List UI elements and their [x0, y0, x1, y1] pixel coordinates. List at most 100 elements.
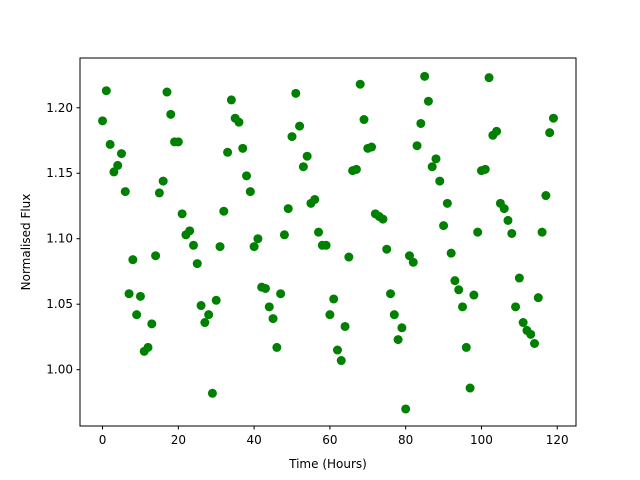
- data-point: [541, 191, 551, 201]
- data-point: [321, 240, 331, 250]
- data-point: [188, 240, 198, 250]
- data-point: [537, 227, 547, 237]
- data-point: [166, 109, 176, 119]
- data-point: [215, 242, 225, 252]
- data-point: [408, 257, 418, 267]
- data-point: [132, 310, 142, 320]
- data-point: [207, 388, 217, 398]
- data-point: [401, 404, 411, 414]
- data-point: [128, 255, 138, 265]
- data-point: [420, 71, 430, 81]
- data-point: [511, 302, 521, 312]
- data-point: [473, 227, 483, 237]
- data-point: [223, 147, 233, 157]
- data-point: [465, 383, 475, 393]
- data-point: [234, 117, 244, 127]
- data-point: [310, 194, 320, 204]
- data-point: [253, 234, 263, 244]
- data-point: [120, 187, 130, 197]
- data-point: [272, 342, 282, 352]
- data-point: [454, 285, 464, 295]
- data-point: [427, 162, 437, 172]
- data-point: [530, 338, 540, 348]
- data-point: [291, 88, 301, 98]
- data-point: [492, 126, 502, 136]
- y-tick-label: 1.05: [46, 297, 73, 311]
- data-point: [124, 289, 134, 299]
- x-tick-label: 100: [470, 433, 493, 447]
- y-axis-label: Normalised Flux: [19, 194, 33, 291]
- data-point: [242, 171, 252, 181]
- data-point: [435, 176, 445, 186]
- data-point: [264, 302, 274, 312]
- data-point: [192, 259, 202, 269]
- x-axis-label: Time (Hours): [288, 457, 367, 471]
- data-point: [276, 289, 286, 299]
- y-tick-label: 1.15: [46, 166, 73, 180]
- x-tick-label: 60: [322, 433, 337, 447]
- data-point: [113, 160, 123, 170]
- data-point: [355, 79, 365, 89]
- data-point: [416, 118, 426, 128]
- data-point: [173, 137, 183, 147]
- data-point: [526, 329, 536, 339]
- data-point: [279, 230, 289, 240]
- data-point: [484, 73, 494, 83]
- data-point: [397, 323, 407, 333]
- data-point: [211, 295, 221, 305]
- data-point: [298, 162, 308, 172]
- data-point: [302, 151, 312, 161]
- data-point: [147, 319, 157, 329]
- data-point: [351, 164, 361, 174]
- data-point: [329, 294, 339, 304]
- data-point: [386, 289, 396, 299]
- data-point: [446, 248, 456, 258]
- data-point: [101, 86, 111, 96]
- data-point: [196, 301, 206, 311]
- data-point: [518, 318, 528, 328]
- y-tick-label: 1.00: [46, 363, 73, 377]
- data-point: [283, 204, 293, 214]
- data-point: [412, 141, 422, 151]
- data-point: [332, 345, 342, 355]
- data-point: [162, 87, 172, 97]
- data-point: [249, 242, 259, 252]
- data-point: [423, 96, 433, 106]
- data-point: [480, 164, 490, 174]
- data-point: [533, 293, 543, 303]
- x-tick-label: 20: [171, 433, 186, 447]
- data-point: [450, 276, 460, 286]
- data-point: [545, 128, 555, 138]
- data-point: [404, 251, 414, 261]
- data-point: [177, 209, 187, 219]
- data-point: [154, 188, 164, 198]
- x-tick-label: 120: [546, 433, 569, 447]
- data-point: [367, 142, 377, 152]
- data-point: [116, 149, 126, 159]
- y-tick-label: 1.20: [46, 101, 73, 115]
- data-point: [295, 121, 305, 131]
- data-point: [503, 215, 513, 225]
- data-point: [219, 206, 229, 216]
- data-point: [245, 187, 255, 197]
- data-point: [442, 198, 452, 208]
- data-point: [340, 321, 350, 331]
- data-point: [499, 204, 509, 214]
- data-point: [378, 214, 388, 224]
- data-point: [336, 356, 346, 366]
- data-point: [109, 167, 119, 177]
- data-point: [151, 251, 161, 261]
- data-point: [548, 113, 558, 123]
- data-point: [98, 116, 108, 126]
- data-point: [469, 290, 479, 300]
- x-tick-label: 0: [99, 433, 107, 447]
- data-point: [439, 221, 449, 231]
- data-point: [105, 139, 115, 149]
- data-point: [135, 291, 145, 301]
- data-point: [431, 154, 441, 164]
- x-tick-label: 80: [398, 433, 413, 447]
- data-point: [268, 314, 278, 324]
- data-point: [143, 342, 153, 352]
- data-point: [158, 176, 168, 186]
